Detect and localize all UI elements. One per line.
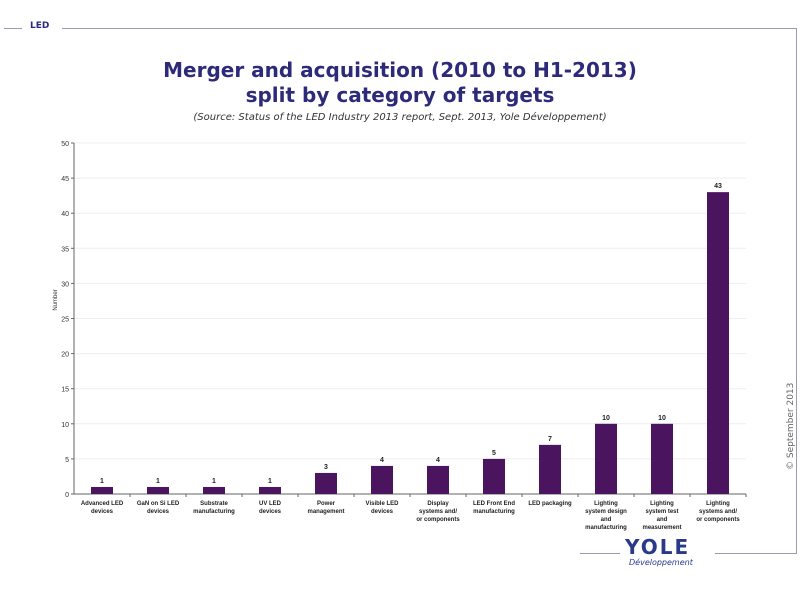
data-label: 1 — [156, 478, 160, 485]
frame-line — [715, 553, 797, 554]
y-tick-label: 45 — [61, 176, 69, 183]
bar — [203, 486, 225, 494]
bar — [651, 423, 673, 494]
x-tick-label: Display systems and/or components — [416, 501, 460, 523]
y-tick-label: 30 — [61, 281, 69, 288]
y-tick-label: 15 — [61, 387, 69, 394]
y-tick-label: 40 — [61, 211, 69, 218]
data-label: 4 — [436, 457, 440, 464]
title-line: split by category of targets — [245, 83, 555, 107]
x-tick-label: LED Front End manufacturing — [473, 501, 515, 515]
chart-title: Merger and acquisition (2010 to H1-2013)… — [0, 58, 800, 108]
frame-line — [580, 553, 620, 554]
frame-line — [4, 28, 22, 29]
chart-subtitle: (Source: Status of the LED Industry 2013… — [193, 112, 607, 123]
data-label: 43 — [714, 183, 722, 190]
frame-line — [796, 28, 797, 554]
data-label: 1 — [100, 478, 104, 485]
section-tag: LED — [30, 21, 50, 31]
bar — [595, 423, 617, 494]
bar — [483, 458, 505, 494]
y-tick-label: 50 — [61, 141, 69, 148]
x-tick-label: Lighting system design and manufacturing — [585, 501, 627, 531]
bar — [371, 465, 393, 494]
x-tick-label: Substrate manufacturing — [193, 501, 235, 515]
bar — [91, 486, 113, 494]
bar — [427, 465, 449, 494]
y-axis-label: Number — [53, 289, 59, 310]
data-label: 1 — [212, 478, 216, 485]
bar — [259, 486, 281, 494]
x-tick-label: Lighting system test and measurement — [642, 501, 681, 531]
data-label: 10 — [658, 415, 666, 422]
y-tick-label: 25 — [61, 317, 69, 324]
bar — [707, 192, 729, 494]
data-label: 4 — [380, 457, 384, 464]
x-tick-label: LED packaging — [528, 501, 572, 507]
frame-line — [62, 28, 797, 29]
data-label: 10 — [602, 415, 610, 422]
yole-logo: YOLE Développement — [625, 535, 693, 567]
bar — [147, 486, 169, 494]
x-tick-label: Advanced LED devices — [81, 501, 124, 515]
title-line: Merger and acquisition (2010 to H1-2013) — [163, 58, 637, 82]
x-tick-label: Power management — [307, 501, 344, 515]
y-tick-label: 10 — [61, 422, 69, 429]
y-tick-label: 0 — [65, 492, 69, 499]
x-tick-label: Lighting systems and/or components — [696, 501, 740, 523]
data-label: 3 — [324, 464, 328, 471]
x-tick-label: GaN on Si LED devices — [137, 501, 180, 515]
data-label: 7 — [548, 436, 552, 443]
y-tick-label: 35 — [61, 246, 69, 253]
x-tick-label: Visible LED devices — [366, 501, 400, 515]
data-label: 5 — [492, 450, 496, 457]
y-tick-label: 5 — [65, 457, 69, 464]
bar — [315, 472, 337, 494]
bar — [539, 444, 561, 494]
x-tick-label: UV LED devices — [259, 501, 282, 515]
data-label: 1 — [268, 478, 272, 485]
y-tick-label: 20 — [61, 352, 69, 359]
